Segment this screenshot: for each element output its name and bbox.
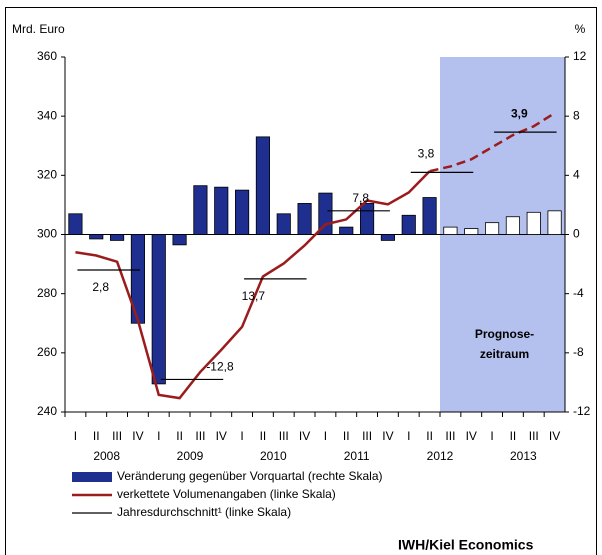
legend-label: Veränderung gegenüber Vorquartal (rechte… (117, 469, 383, 483)
bar (235, 189, 250, 235)
frame (5, 7, 597, 555)
y2-tick-label: -4 (573, 286, 584, 300)
annual-annotation: -12,8 (206, 360, 234, 374)
y-axis-label: Mrd. Euro (12, 22, 65, 36)
legend-swatch (72, 472, 112, 482)
annual-annotation: 2,8 (92, 280, 109, 294)
x-tick-label: IV (132, 429, 143, 443)
annual-annotation: 13,7 (242, 289, 266, 303)
x-tick-label: I (324, 429, 327, 443)
x-tick-label: II (176, 429, 183, 443)
y2-axis-label: % (575, 22, 586, 36)
bar (380, 234, 395, 241)
x-tick-label: III (195, 429, 205, 443)
x-tick-label: III (112, 429, 122, 443)
y-tick-label: 280 (37, 286, 57, 300)
y2-tick-label: -12 (573, 404, 591, 418)
bar (485, 222, 500, 235)
bar (464, 228, 479, 235)
x-tick-label: II (510, 429, 517, 443)
annual-annotation: 3,8 (418, 147, 435, 161)
x-tick-label: IV (382, 429, 393, 443)
year-label: 2011 (344, 449, 370, 463)
bar (339, 226, 354, 235)
x-tick-label: IV (216, 429, 227, 443)
x-tick-label: IV (466, 429, 477, 443)
year-label: 2012 (427, 449, 454, 463)
bar (255, 136, 270, 235)
bar (172, 234, 187, 246)
bar (360, 203, 375, 235)
bar (443, 226, 458, 235)
x-tick-label: I (74, 429, 77, 443)
x-tick-label: III (362, 429, 372, 443)
source: IWH/Kiel Economics (398, 537, 534, 553)
line (75, 170, 431, 400)
x-tick-label: I (240, 429, 243, 443)
y-tick-label: 360 (37, 49, 57, 63)
bar (505, 216, 520, 235)
y-tick-label: 260 (37, 345, 57, 359)
y-tick-label: 300 (37, 227, 57, 241)
bar (214, 186, 229, 235)
year-label: 2013 (510, 449, 537, 463)
y2-tick-label: 0 (573, 227, 580, 241)
y-tick-label: 320 (37, 168, 57, 182)
forecast-label: zeitraum (480, 347, 529, 361)
y2-tick-label: -8 (573, 345, 584, 359)
y2-tick-label: 8 (573, 108, 580, 122)
x-tick-label: I (157, 429, 160, 443)
x-tick-label: II (426, 429, 433, 443)
x-tick-label: III (529, 429, 539, 443)
x-tick-label: II (93, 429, 100, 443)
legend-label: verkettete Volumenangaben (linke Skala) (117, 487, 336, 501)
bar (68, 213, 83, 235)
bar (89, 234, 104, 240)
bar (151, 234, 166, 385)
year-label: 2009 (177, 449, 204, 463)
y-tick-label: 240 (37, 404, 57, 418)
x-tick-label: I (490, 429, 493, 443)
bar (276, 213, 291, 235)
year-label: 2010 (260, 449, 287, 463)
annual-annotation: 3,9 (511, 106, 528, 120)
bar (297, 203, 312, 235)
y2-tick-label: 4 (573, 168, 580, 182)
y-tick-label: 340 (37, 108, 57, 122)
y2-tick-label: 12 (573, 49, 587, 63)
x-tick-label: II (260, 429, 267, 443)
bar (547, 210, 562, 235)
annual-annotation: 7,8 (352, 191, 369, 205)
bar (401, 214, 416, 235)
bar (526, 211, 541, 235)
x-tick-label: IV (549, 429, 560, 443)
bar (110, 234, 125, 241)
forecast-label: Prognose- (475, 327, 534, 341)
line (429, 112, 556, 173)
x-tick-label: III (445, 429, 455, 443)
x-tick-label: III (279, 429, 289, 443)
x-tick-label: II (343, 429, 350, 443)
bar (193, 185, 208, 235)
x-tick-label: IV (299, 429, 310, 443)
legend-label: Jahresdurchschnitt¹ (linke Skala) (117, 505, 291, 519)
bar (422, 197, 437, 235)
x-tick-label: I (407, 429, 410, 443)
year-label: 2008 (93, 449, 120, 463)
